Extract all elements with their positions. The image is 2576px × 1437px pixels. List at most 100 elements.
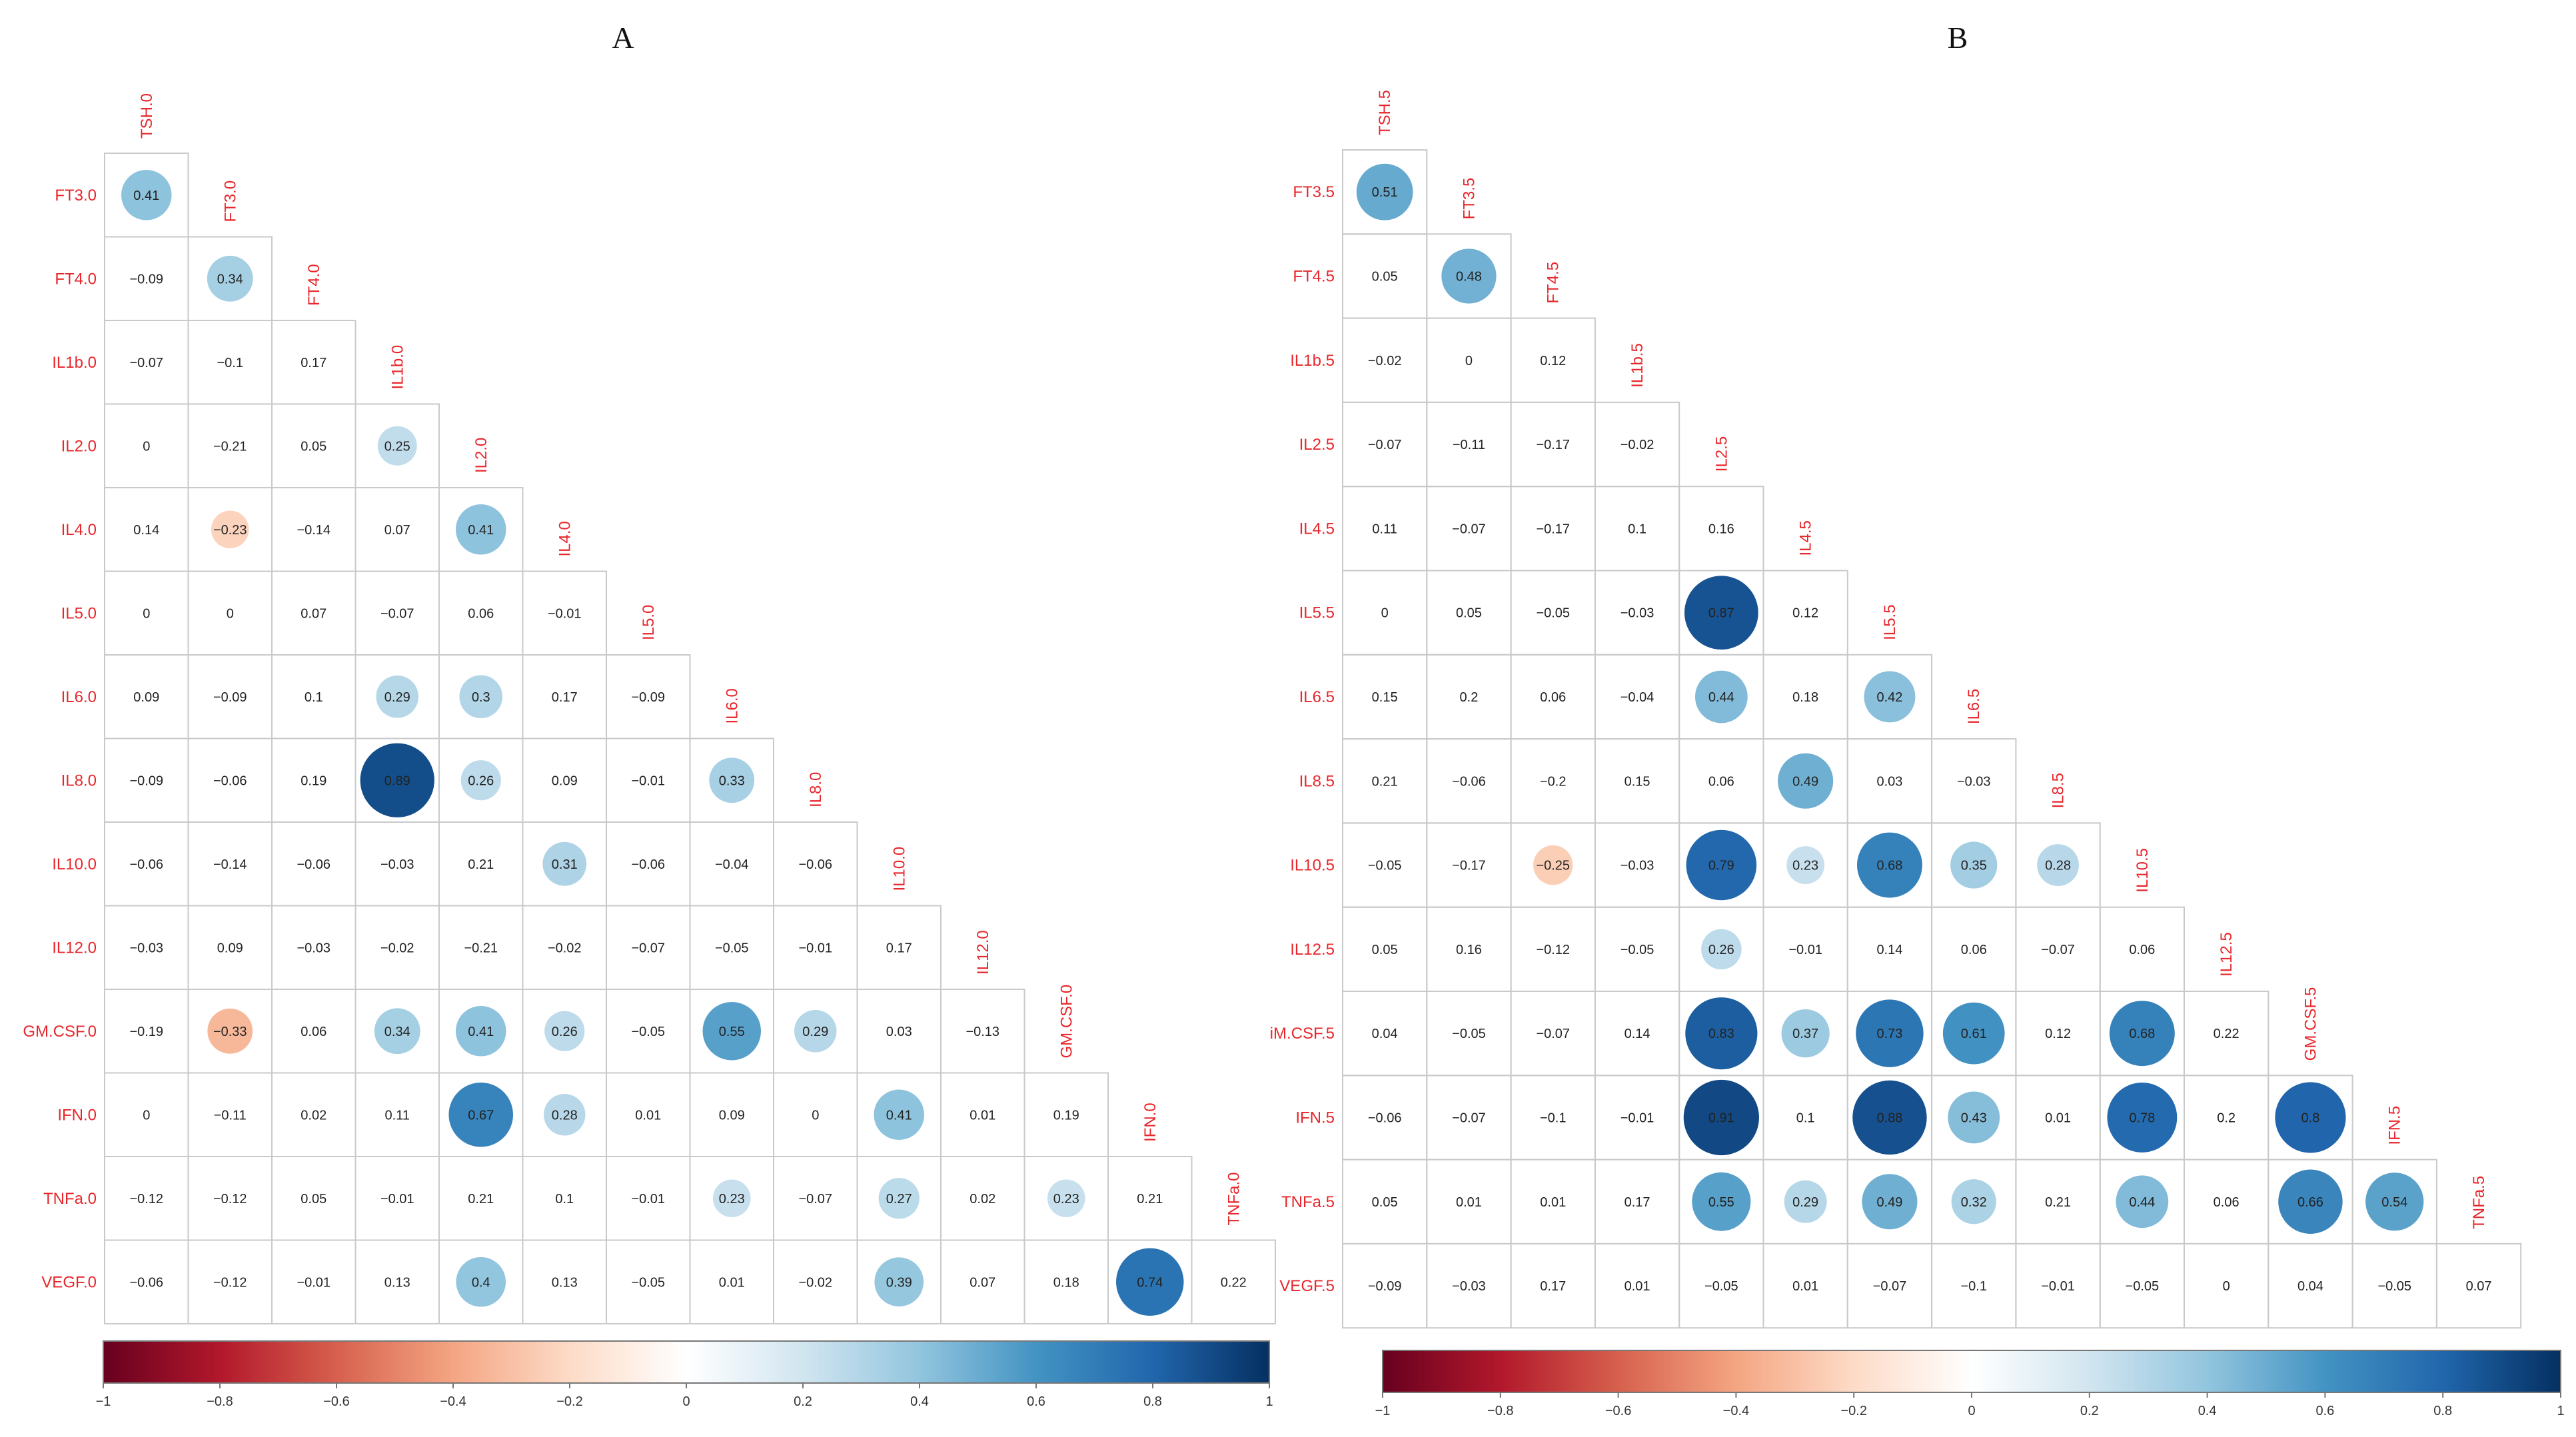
matrix-cell: 0.73 (1846, 991, 1933, 1077)
matrix-cell: −0.06 (606, 821, 691, 907)
cell-value-label: 0.26 (1708, 943, 1734, 957)
cell-value-label: 0.04 (2297, 1279, 2323, 1294)
cell-value-label: −0.06 (297, 857, 330, 872)
matrix-cell: 0.01 (1762, 1242, 1848, 1329)
cell-value-label: −0.12 (1536, 943, 1570, 957)
cell-value-label: −0.11 (1453, 438, 1485, 452)
cell-value-label: 0.28 (2045, 859, 2071, 873)
row-label: FT3.0 (55, 187, 97, 205)
matrix-cell: 0.68 (2099, 991, 2185, 1077)
cell-value-label: −0.13 (966, 1025, 999, 1039)
cell-value-label: 0.01 (1540, 1195, 1566, 1210)
cell-value-label: −0.12 (129, 1192, 163, 1206)
matrix-cell: −0.1 (1931, 1242, 2017, 1329)
matrix-cell: −0.13 (940, 989, 1025, 1074)
cell-value-label: 0.83 (1708, 1027, 1734, 1041)
matrix-cell: 0.4 (438, 1239, 524, 1324)
matrix-cell: −0.03 (1594, 822, 1680, 908)
matrix-cell: 0.21 (1342, 738, 1428, 824)
correlation-circle (1686, 829, 1757, 901)
matrix-cell: −0.03 (104, 905, 189, 990)
cell-value-label: 0.01 (1624, 1279, 1650, 1294)
matrix-cell: 0.67 (438, 1072, 524, 1157)
row-label: IL2.0 (61, 437, 97, 455)
matrix-cell: −0.12 (187, 1156, 273, 1241)
cell-value-label: 0.22 (2214, 1027, 2240, 1041)
cell-value-label: 0.1 (1628, 522, 1646, 536)
cell-value-label: −0.06 (129, 857, 163, 872)
matrix-cell: 0.44 (1678, 654, 1764, 740)
correlation-circle (1786, 846, 1825, 885)
cell-value-label: 0.12 (2045, 1027, 2071, 1041)
cell-value-label: 0.2 (1460, 690, 1479, 705)
cell-value-label: 0.55 (1708, 1195, 1734, 1210)
matrix-cell: 0.91 (1678, 1075, 1764, 1161)
matrix-cell: 0.74 (1107, 1239, 1193, 1324)
cell-value-label: 0.13 (552, 1275, 578, 1290)
correlation-circle (2037, 844, 2079, 886)
colorbar-tick-label: −0.8 (207, 1394, 233, 1409)
correlation-circle (455, 504, 506, 555)
cell-value-label: 0.06 (1540, 690, 1566, 705)
cell-value-label: 0.39 (886, 1275, 912, 1290)
matrix-cell: −0.12 (104, 1156, 189, 1241)
matrix-cell: −0.03 (1594, 570, 1680, 656)
matrix-cell: −0.23 (187, 487, 273, 572)
matrix-cell: −0.01 (1594, 1075, 1680, 1161)
cell-value-label: −0.09 (631, 690, 665, 705)
cell-value-label: 0.26 (552, 1025, 578, 1039)
matrix-cell: 0.06 (2184, 1159, 2269, 1244)
cell-value-label: 0.06 (301, 1025, 326, 1039)
correlation-circle (460, 760, 501, 801)
cell-value-label: 0.73 (1876, 1027, 1902, 1041)
cell-value-label: 0.43 (1961, 1111, 1987, 1125)
column-label: IL4.5 (1797, 520, 1815, 556)
cell-value-label: 0.17 (886, 941, 912, 955)
matrix-cell: 0.87 (1678, 570, 1764, 656)
correlation-circle (874, 1257, 924, 1307)
column-label: GM.CSF.0 (1057, 985, 1075, 1059)
matrix-cell: 0.01 (1426, 1159, 1512, 1244)
matrix-cell: −0.06 (104, 1239, 189, 1324)
matrix-cell: −0.07 (1510, 991, 1596, 1077)
matrix-cell: −0.14 (187, 821, 273, 907)
matrix-cell: −0.01 (2015, 1242, 2101, 1329)
cell-value-label: −0.07 (631, 941, 665, 955)
cell-value-label: −0.06 (798, 857, 832, 872)
column-label: TNFa.5 (2470, 1176, 2488, 1229)
correlation-circle (360, 743, 434, 817)
matrix-cell: −0.14 (271, 487, 356, 572)
correlation-circle (1685, 997, 1758, 1070)
cell-value-label: 0.21 (468, 1192, 494, 1206)
cell-value-label: 0.03 (1876, 774, 1902, 789)
cell-value-label: 0.02 (301, 1108, 326, 1123)
matrix-cell: −0.09 (1342, 1242, 1428, 1329)
cell-value-label: 0.41 (468, 523, 494, 538)
column-label: IL12.5 (2218, 932, 2236, 977)
matrix-cell: −0.07 (2015, 906, 2101, 992)
matrix-cell: 0.26 (522, 989, 607, 1074)
matrix-cell: 0.09 (689, 1072, 774, 1157)
matrix-cell: 0 (773, 1072, 858, 1157)
cell-value-label: 0.21 (468, 857, 494, 872)
cell-value-label: −0.2 (1540, 774, 1566, 789)
matrix-cell: 0.14 (1594, 991, 1680, 1077)
cell-value-label: 0.11 (385, 1108, 410, 1123)
column-label: TSH.0 (138, 93, 156, 139)
matrix-cell: 0 (1342, 570, 1428, 656)
correlation-circle (542, 841, 587, 886)
correlation-circle (878, 1178, 920, 1219)
colorbar-tick-label: 0.6 (1027, 1394, 1045, 1409)
column-label: IL2.5 (1712, 436, 1730, 472)
cell-value-label: 0.28 (552, 1108, 578, 1123)
matrix-cell: −0.04 (689, 821, 774, 907)
matrix-cell: −0.02 (354, 905, 440, 990)
matrix-cell: 0.01 (940, 1072, 1025, 1157)
matrix-cell: 0.11 (1342, 486, 1428, 572)
matrix-cell: 0.13 (354, 1239, 440, 1324)
matrix-cell: −0.06 (773, 821, 858, 907)
matrix-cell: −0.02 (773, 1239, 858, 1324)
matrix-cell: 0.07 (271, 570, 356, 656)
column-label: IFN.0 (1141, 1103, 1159, 1142)
